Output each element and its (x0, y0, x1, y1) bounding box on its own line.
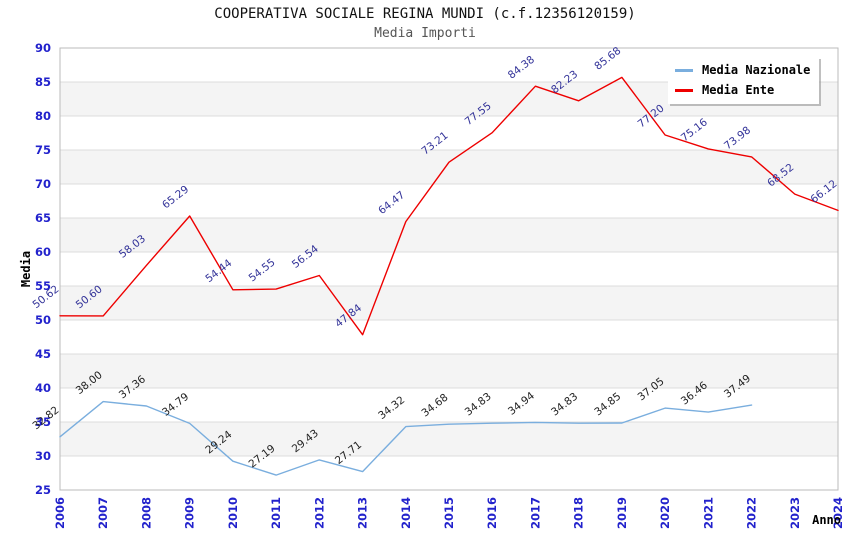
plot-border (59, 47, 839, 491)
svg-text:2016: 2016 (485, 497, 499, 529)
svg-text:2013: 2013 (356, 497, 370, 529)
svg-text:70: 70 (35, 177, 51, 191)
svg-text:2009: 2009 (183, 497, 197, 529)
svg-text:40: 40 (35, 381, 51, 395)
media-ente-line (59, 76, 839, 336)
axis-titles: Media Anno (19, 251, 841, 527)
svg-text:2023: 2023 (788, 497, 802, 529)
y-axis-title: Media (19, 251, 33, 287)
svg-text:2015: 2015 (442, 497, 456, 529)
svg-text:2022: 2022 (745, 497, 759, 529)
legend-item-media-ente: Media Ente (675, 80, 810, 100)
svg-text:2007: 2007 (96, 497, 110, 529)
svg-text:2024: 2024 (831, 497, 845, 529)
x-axis-title: Anno (812, 513, 841, 527)
svg-text:75: 75 (35, 143, 51, 157)
svg-text:25: 25 (35, 483, 51, 497)
svg-text:2018: 2018 (572, 497, 586, 529)
svg-text:2014: 2014 (399, 497, 413, 529)
chart-title: COOPERATIVA SOCIALE REGINA MUNDI (c.f.12… (214, 6, 636, 22)
svg-text:2021: 2021 (701, 497, 715, 529)
chart-legend: Media Nazionale Media Ente (668, 57, 820, 104)
chart-subtitle: Media Importi (374, 26, 476, 41)
svg-text:55: 55 (35, 279, 51, 293)
media-ente-line-swatch (675, 88, 693, 92)
svg-text:85: 85 (35, 75, 51, 89)
svg-text:2010: 2010 (226, 497, 240, 529)
svg-text:65: 65 (35, 211, 51, 225)
svg-text:30: 30 (35, 449, 51, 463)
x-axis-tick-labels: 2006 2007 2008 2009 2010 2011 2012 2013 2014 2015… (53, 497, 845, 529)
legend-item-media-nazionale: Media Nazionale (675, 60, 810, 80)
media-nazionale-line (59, 400, 753, 476)
media-nazionale-line-swatch (675, 68, 693, 72)
svg-text:2017: 2017 (528, 497, 542, 529)
svg-text:35: 35 (35, 415, 51, 429)
svg-text:45: 45 (35, 347, 51, 361)
svg-text:90: 90 (35, 41, 51, 55)
svg-text:2006: 2006 (53, 497, 67, 529)
svg-text:2019: 2019 (615, 497, 629, 529)
legend-label-media-ente: Media Ente (702, 83, 775, 97)
svg-text:2020: 2020 (658, 497, 672, 529)
svg-text:2011: 2011 (269, 497, 283, 529)
svg-text:60: 60 (35, 245, 51, 259)
svg-text:80: 80 (35, 109, 51, 123)
legend-label-media-nazionale: Media Nazionale (702, 63, 811, 77)
svg-text:2008: 2008 (139, 497, 153, 529)
svg-text:2012: 2012 (312, 497, 326, 529)
y-axis-tick-labels: 25 30 35 40 45 50 55 60 65 70 75 80 85 90 (35, 41, 51, 497)
svg-text:50: 50 (35, 313, 51, 327)
plot-gridlines (60, 81, 838, 457)
